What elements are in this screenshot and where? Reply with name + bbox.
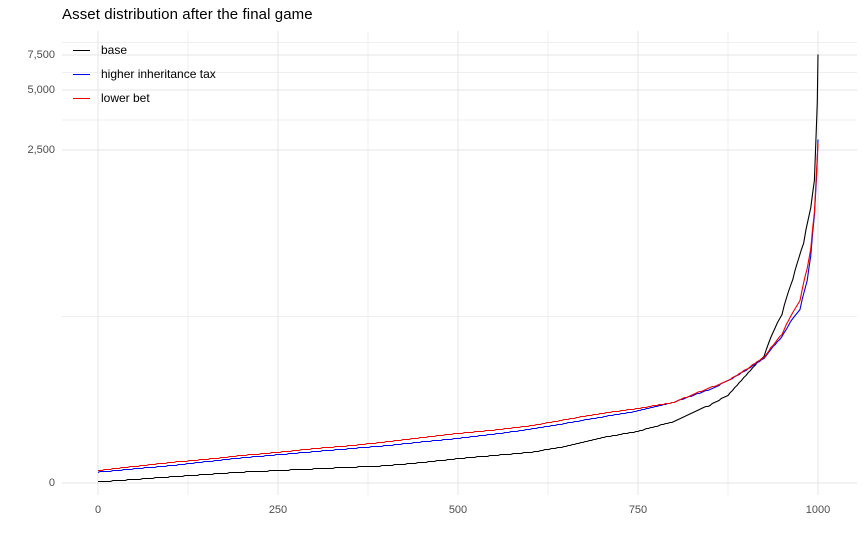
y-tick-label: 7,500: [27, 49, 55, 62]
y-tick-label: 2,500: [27, 144, 55, 157]
series-line-higher-inheritance-tax: [97, 139, 819, 473]
chart-title: Asset distribution after the final game: [62, 6, 313, 23]
x-tick-label: 0: [94, 504, 102, 516]
x-tick-label: 1000: [805, 504, 831, 516]
legend-item-base: base: [73, 42, 127, 58]
series-line-lower-bet: [98, 143, 819, 472]
legend-key-line-lower-bet: [73, 97, 90, 99]
y-tick-label: 0: [48, 477, 55, 489]
legend-item-higher-inheritance-tax: higher inheritance tax: [73, 66, 216, 82]
legend-label: base: [101, 43, 128, 57]
legend-label: higher inheritance tax: [101, 67, 216, 81]
x-tick-label: 750: [628, 504, 648, 516]
x-tick-label: 500: [448, 504, 468, 516]
legend-item-lower-bet: lower bet: [73, 90, 150, 106]
legend-key-line-higher-inheritance-tax: [73, 73, 90, 75]
series-line-base: [98, 54, 819, 483]
legend-key-line-base: [73, 49, 90, 51]
y-tick-label: 5,000: [27, 84, 55, 97]
x-tick-label: 250: [268, 504, 288, 516]
legend-label: lower bet: [101, 91, 150, 105]
